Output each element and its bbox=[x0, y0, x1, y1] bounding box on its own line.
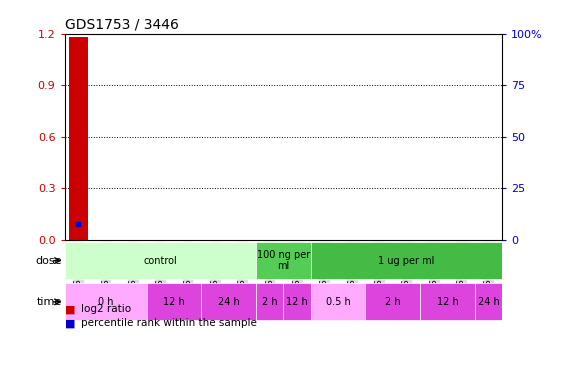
Text: control: control bbox=[144, 256, 177, 266]
Bar bbox=[256, 242, 311, 279]
Text: GSM93645: GSM93645 bbox=[210, 242, 219, 291]
Text: 24 h: 24 h bbox=[218, 297, 240, 307]
Text: ■: ■ bbox=[65, 304, 75, 314]
Text: GSM93643: GSM93643 bbox=[347, 242, 356, 291]
Bar bbox=[65, 242, 256, 279]
Text: GSM93639: GSM93639 bbox=[375, 242, 384, 291]
Text: GSM93646: GSM93646 bbox=[265, 242, 274, 291]
Bar bbox=[420, 284, 475, 320]
Text: 24 h: 24 h bbox=[477, 297, 499, 307]
Bar bbox=[365, 284, 420, 320]
Text: GSM93638: GSM93638 bbox=[101, 242, 110, 291]
Text: time: time bbox=[36, 297, 62, 307]
Bar bbox=[146, 284, 201, 320]
Text: dose: dose bbox=[35, 256, 62, 266]
Text: GSM93650: GSM93650 bbox=[238, 242, 247, 291]
Text: 0 h: 0 h bbox=[98, 297, 113, 307]
Text: GSM93649: GSM93649 bbox=[128, 242, 137, 291]
Text: 2 h: 2 h bbox=[262, 297, 278, 307]
Bar bbox=[68, 37, 88, 240]
Text: GSM93642: GSM93642 bbox=[320, 242, 329, 291]
Bar bbox=[311, 284, 365, 320]
Bar bbox=[475, 284, 502, 320]
Text: 12 h: 12 h bbox=[286, 297, 308, 307]
Text: percentile rank within the sample: percentile rank within the sample bbox=[81, 318, 257, 328]
Text: GSM93641: GSM93641 bbox=[156, 242, 165, 291]
Bar bbox=[283, 284, 311, 320]
Text: 100 ng per
ml: 100 ng per ml bbox=[257, 250, 310, 272]
Text: GSM93635: GSM93635 bbox=[73, 242, 82, 291]
Bar bbox=[256, 284, 283, 320]
Text: 12 h: 12 h bbox=[436, 297, 458, 307]
Text: 0.5 h: 0.5 h bbox=[325, 297, 351, 307]
Text: GSM93647: GSM93647 bbox=[402, 242, 411, 291]
Text: GDS1753 / 3446: GDS1753 / 3446 bbox=[65, 17, 178, 31]
Text: 1 ug per ml: 1 ug per ml bbox=[378, 256, 435, 266]
Text: 2 h: 2 h bbox=[385, 297, 401, 307]
Bar bbox=[201, 284, 256, 320]
Text: 12 h: 12 h bbox=[163, 297, 185, 307]
Text: ■: ■ bbox=[65, 318, 75, 328]
Text: GSM93648: GSM93648 bbox=[292, 242, 301, 291]
Text: GSM93640: GSM93640 bbox=[457, 242, 466, 291]
Bar bbox=[65, 284, 146, 320]
Text: GSM93637: GSM93637 bbox=[429, 242, 438, 291]
Text: log2 ratio: log2 ratio bbox=[81, 304, 131, 314]
Bar bbox=[311, 242, 502, 279]
Text: GSM93644: GSM93644 bbox=[183, 242, 192, 291]
Text: GSM93636: GSM93636 bbox=[484, 242, 493, 291]
